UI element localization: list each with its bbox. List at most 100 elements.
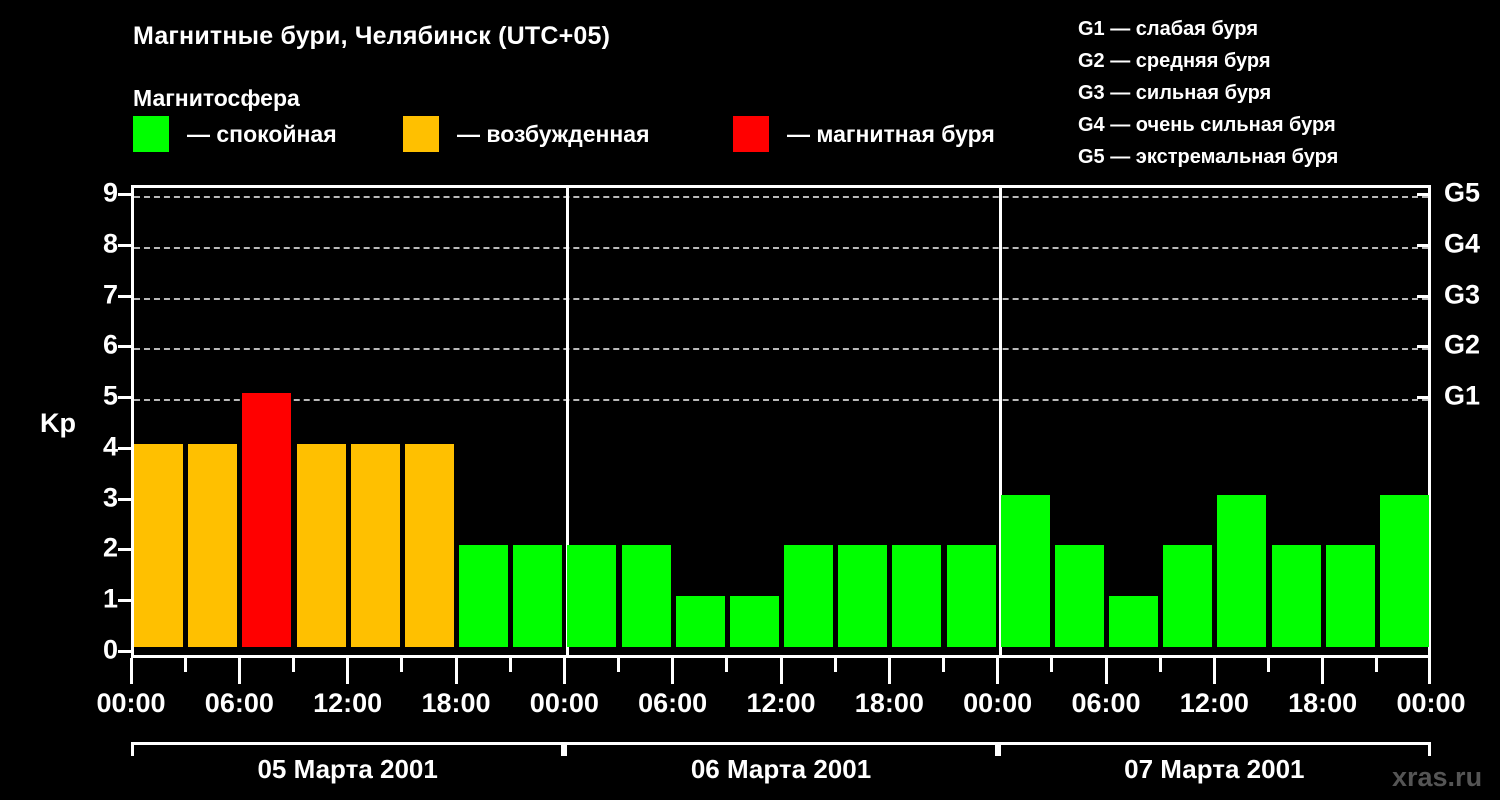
g-legend-code-g5: G5 xyxy=(1078,146,1105,168)
bar xyxy=(350,443,400,647)
g-axis-label-g1: G1 xyxy=(1444,380,1481,411)
x-tick-14 xyxy=(887,658,891,684)
legend-swatch-unsettled xyxy=(403,116,439,152)
bar xyxy=(567,545,617,647)
x-tick-10 xyxy=(671,658,675,684)
x-axis-label-4: 00:00 xyxy=(529,688,599,718)
x-axis-label-10: 12:00 xyxy=(1179,688,1249,718)
bar xyxy=(1000,494,1050,647)
x-tick-7 xyxy=(508,658,512,672)
bar xyxy=(621,545,671,647)
gridline-kp-9 xyxy=(134,196,1428,198)
y-tick-label-4: 4 xyxy=(102,431,118,462)
y-tick-mark-1 xyxy=(118,599,132,603)
y-axis-right-ticks xyxy=(1417,185,1433,658)
g-axis-tick-g4 xyxy=(1417,243,1431,247)
g-legend-code-g1: G1 xyxy=(1078,18,1105,40)
g-axis-tick-g1 xyxy=(1417,396,1431,400)
watermark: xras.ru xyxy=(1392,762,1483,792)
bar xyxy=(134,443,184,647)
y-tick-mark-7 xyxy=(118,294,132,298)
y-tick-mark-9 xyxy=(118,193,132,196)
g-legend-row-g5: G5 — экстремальная буря xyxy=(1078,141,1338,173)
y-tick-label-9: 9 xyxy=(102,177,118,208)
x-axis-label-6: 12:00 xyxy=(746,688,816,718)
y-tick-mark-6 xyxy=(118,345,132,349)
day-bracket-3 xyxy=(997,742,1431,756)
y-tick-mark-3 xyxy=(118,497,132,501)
legend-item-unsettled: — возбужденная xyxy=(403,116,650,152)
x-tick-6 xyxy=(454,658,458,684)
bar xyxy=(675,596,725,647)
g-scale-axis-labels: G1 G2 G3 G4 G5 xyxy=(1444,178,1500,658)
g-legend-row-g1: G1 — слабая буря xyxy=(1078,13,1338,45)
x-tick-21 xyxy=(1267,658,1270,672)
legend-swatch-quiet xyxy=(133,116,169,152)
g-legend-row-g3: G3 — сильная буря xyxy=(1078,77,1338,109)
g-axis-label-g3: G3 xyxy=(1444,279,1481,310)
bar xyxy=(729,596,779,647)
bar xyxy=(1325,545,1375,647)
x-tick-17 xyxy=(1050,658,1054,672)
day-separator-1 xyxy=(565,188,569,655)
bar xyxy=(892,545,942,647)
x-axis-label-8: 00:00 xyxy=(963,688,1033,718)
legend-label-quiet: — спокойная xyxy=(187,120,337,147)
legend-item-quiet: — спокойная xyxy=(133,116,337,152)
y-tick-label-6: 6 xyxy=(102,329,118,360)
bar xyxy=(1217,494,1267,647)
x-tick-9 xyxy=(617,658,620,672)
chart-plot-area xyxy=(131,185,1431,658)
y-axis-title: Kp xyxy=(40,408,76,438)
x-tick-18 xyxy=(1104,658,1108,684)
g-axis-tick-g3 xyxy=(1417,294,1431,298)
x-tick-19 xyxy=(1158,658,1162,672)
legend-swatch-storm xyxy=(733,116,769,152)
y-tick-mark-5 xyxy=(118,396,132,400)
x-tick-12 xyxy=(779,658,783,684)
y-axis-left-labels: 0 1 2 3 4 5 6 7 8 9 xyxy=(0,178,118,665)
g-legend-code-g2: G2 xyxy=(1078,50,1105,72)
bar xyxy=(946,545,996,647)
x-axis-label-9: 06:00 xyxy=(1071,688,1141,718)
gridline-kp-5 xyxy=(134,399,1428,402)
magnetosphere-heading: Магнитосфера xyxy=(133,85,300,111)
gridline-kp-6 xyxy=(134,348,1428,351)
g-legend-code-g3: G3 xyxy=(1078,82,1105,104)
legend-item-storm: — магнитная буря xyxy=(733,116,995,152)
day-bracket-1 xyxy=(131,742,565,756)
g-legend-text-g1: — слабая буря xyxy=(1110,18,1259,40)
x-tick-2 xyxy=(237,658,241,684)
x-tick-24 xyxy=(1428,658,1431,684)
x-tick-11 xyxy=(725,658,729,672)
day-label-3: 07 Марта 2001 xyxy=(1124,754,1305,784)
y-tick-label-1: 1 xyxy=(102,583,118,614)
gridline-kp-8 xyxy=(134,246,1428,249)
y-tick-label-3: 3 xyxy=(102,482,118,513)
x-tick-13 xyxy=(833,658,837,672)
x-tick-3 xyxy=(292,658,295,672)
bar-series xyxy=(134,188,1429,655)
y-tick-label-7: 7 xyxy=(102,279,118,310)
g-axis-tick-g5 xyxy=(1417,193,1431,196)
g-legend-row-g2: G2 — средняя буря xyxy=(1078,45,1338,77)
x-tick-22 xyxy=(1321,658,1325,684)
x-axis-label-11: 18:00 xyxy=(1288,688,1358,718)
y-axis-left-ticks xyxy=(118,185,147,658)
x-tick-8 xyxy=(562,658,566,684)
day-labels: 05 Марта 2001 06 Марта 2001 07 Марта 2001 xyxy=(131,754,1431,794)
x-axis-label-12: 00:00 xyxy=(1396,688,1466,718)
bar xyxy=(404,443,454,647)
x-tick-23 xyxy=(1375,658,1379,672)
bar xyxy=(1109,596,1159,647)
day-brackets xyxy=(131,742,1431,758)
page-title: Магнитные бури, Челябинск (UTC+05) xyxy=(133,22,611,50)
x-axis-label-7: 18:00 xyxy=(854,688,924,718)
bar xyxy=(1379,494,1429,647)
bar xyxy=(1163,545,1213,647)
x-axis-labels: 00:00 06:00 12:00 18:00 00:00 06:00 12:00 18:00… xyxy=(0,688,1500,722)
legend-label-unsettled: — возбужденная xyxy=(457,120,650,147)
x-tick-1 xyxy=(183,658,187,672)
x-tick-4 xyxy=(346,658,350,684)
bar xyxy=(784,545,834,647)
